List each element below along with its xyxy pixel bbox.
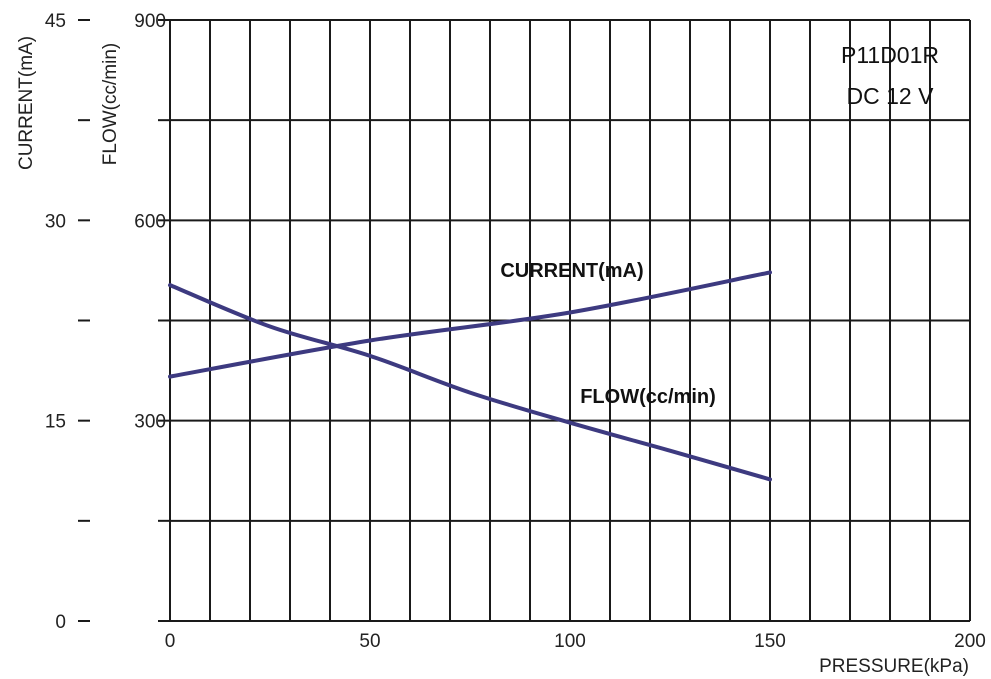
current-series-line — [168, 270, 772, 379]
flow-series-line — [168, 283, 772, 482]
flow-series-label: FLOW(cc/min) — [580, 386, 716, 408]
labels: 0 50 100 150 200 0 15 30 45 300 600 900 CURRENT(mA) F… — [16, 11, 986, 677]
current-tick-label: 45 — [45, 11, 66, 32]
x-axis-title: PRESSURE(kPa) — [819, 656, 969, 677]
x-tick-label: 100 — [554, 631, 586, 652]
voltage-label: DC 12 V — [847, 83, 935, 109]
current-tick-label: 0 — [55, 612, 66, 633]
current-axis-title: CURRENT(mA) — [16, 36, 37, 170]
x-tick-label: 0 — [165, 631, 176, 652]
flow-axis-title: FLOW(cc/min) — [100, 43, 121, 165]
flow-tick-label: 600 — [134, 211, 166, 232]
flow-tick-label: 900 — [134, 11, 166, 32]
current-tick-label: 30 — [45, 211, 66, 232]
x-tick-label: 200 — [954, 631, 986, 652]
current-series-label: CURRENT(mA) — [500, 260, 643, 282]
flow-tick-label: 300 — [134, 412, 166, 433]
model-label: P11D01R — [841, 42, 939, 68]
x-tick-label: 150 — [754, 631, 786, 652]
grid — [78, 19, 971, 622]
current-tick-label: 15 — [45, 412, 66, 433]
series-lines — [168, 270, 772, 482]
x-tick-label: 50 — [359, 631, 380, 652]
